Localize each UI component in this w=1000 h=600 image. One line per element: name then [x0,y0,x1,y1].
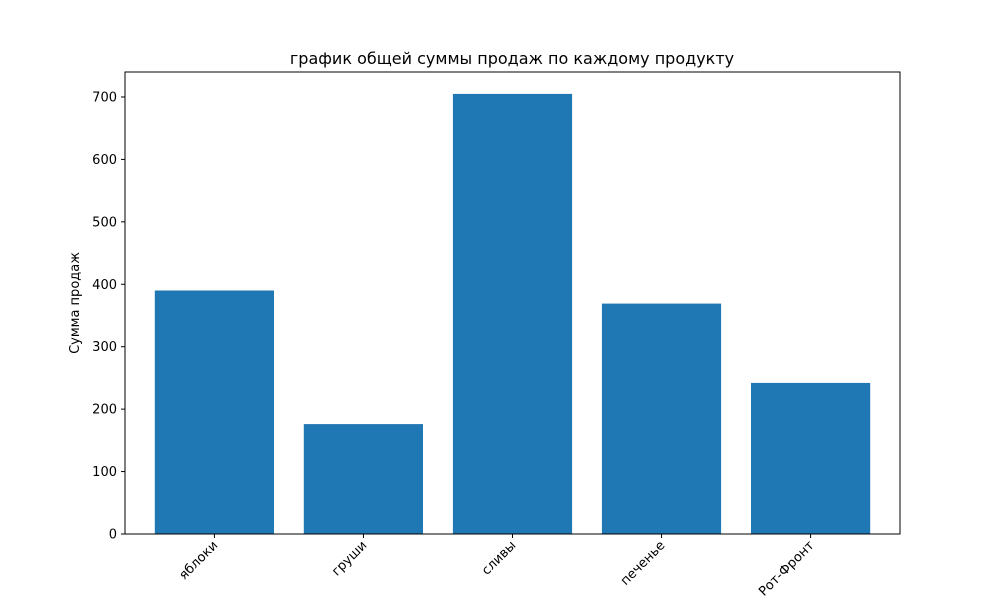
bar-4 [601,303,722,534]
y-tick-label: 600 [92,153,117,168]
bar-5 [751,382,871,534]
x-axis: яблоки груши сливы печенье Рот-Фронт [176,534,818,599]
x-tick-label: печенье [618,538,668,588]
y-tick-label: 100 [92,465,117,480]
y-axis: 0 100 200 300 400 500 600 700 [92,90,125,543]
y-tick-label: 700 [92,90,117,105]
y-tick-label: 200 [92,403,117,418]
bar-1 [154,290,274,534]
bar-2 [303,424,423,534]
y-tick-label: 500 [92,215,117,230]
x-tick-label: груши [329,538,370,579]
x-tick-label: яблоки [176,538,221,583]
x-tick-label: сливы [479,538,519,578]
y-axis-label: Сумма продаж [68,252,83,354]
plot-frame [124,71,901,535]
bars-layer [154,93,871,535]
bar-3 [452,93,573,535]
chart-title: график общей суммы продаж по каждому про… [290,49,734,68]
y-tick-label: 0 [109,528,117,543]
x-tick-label: Рот-Фронт [756,538,817,599]
y-tick-label: 300 [92,340,117,355]
y-tick-label: 400 [92,278,117,293]
